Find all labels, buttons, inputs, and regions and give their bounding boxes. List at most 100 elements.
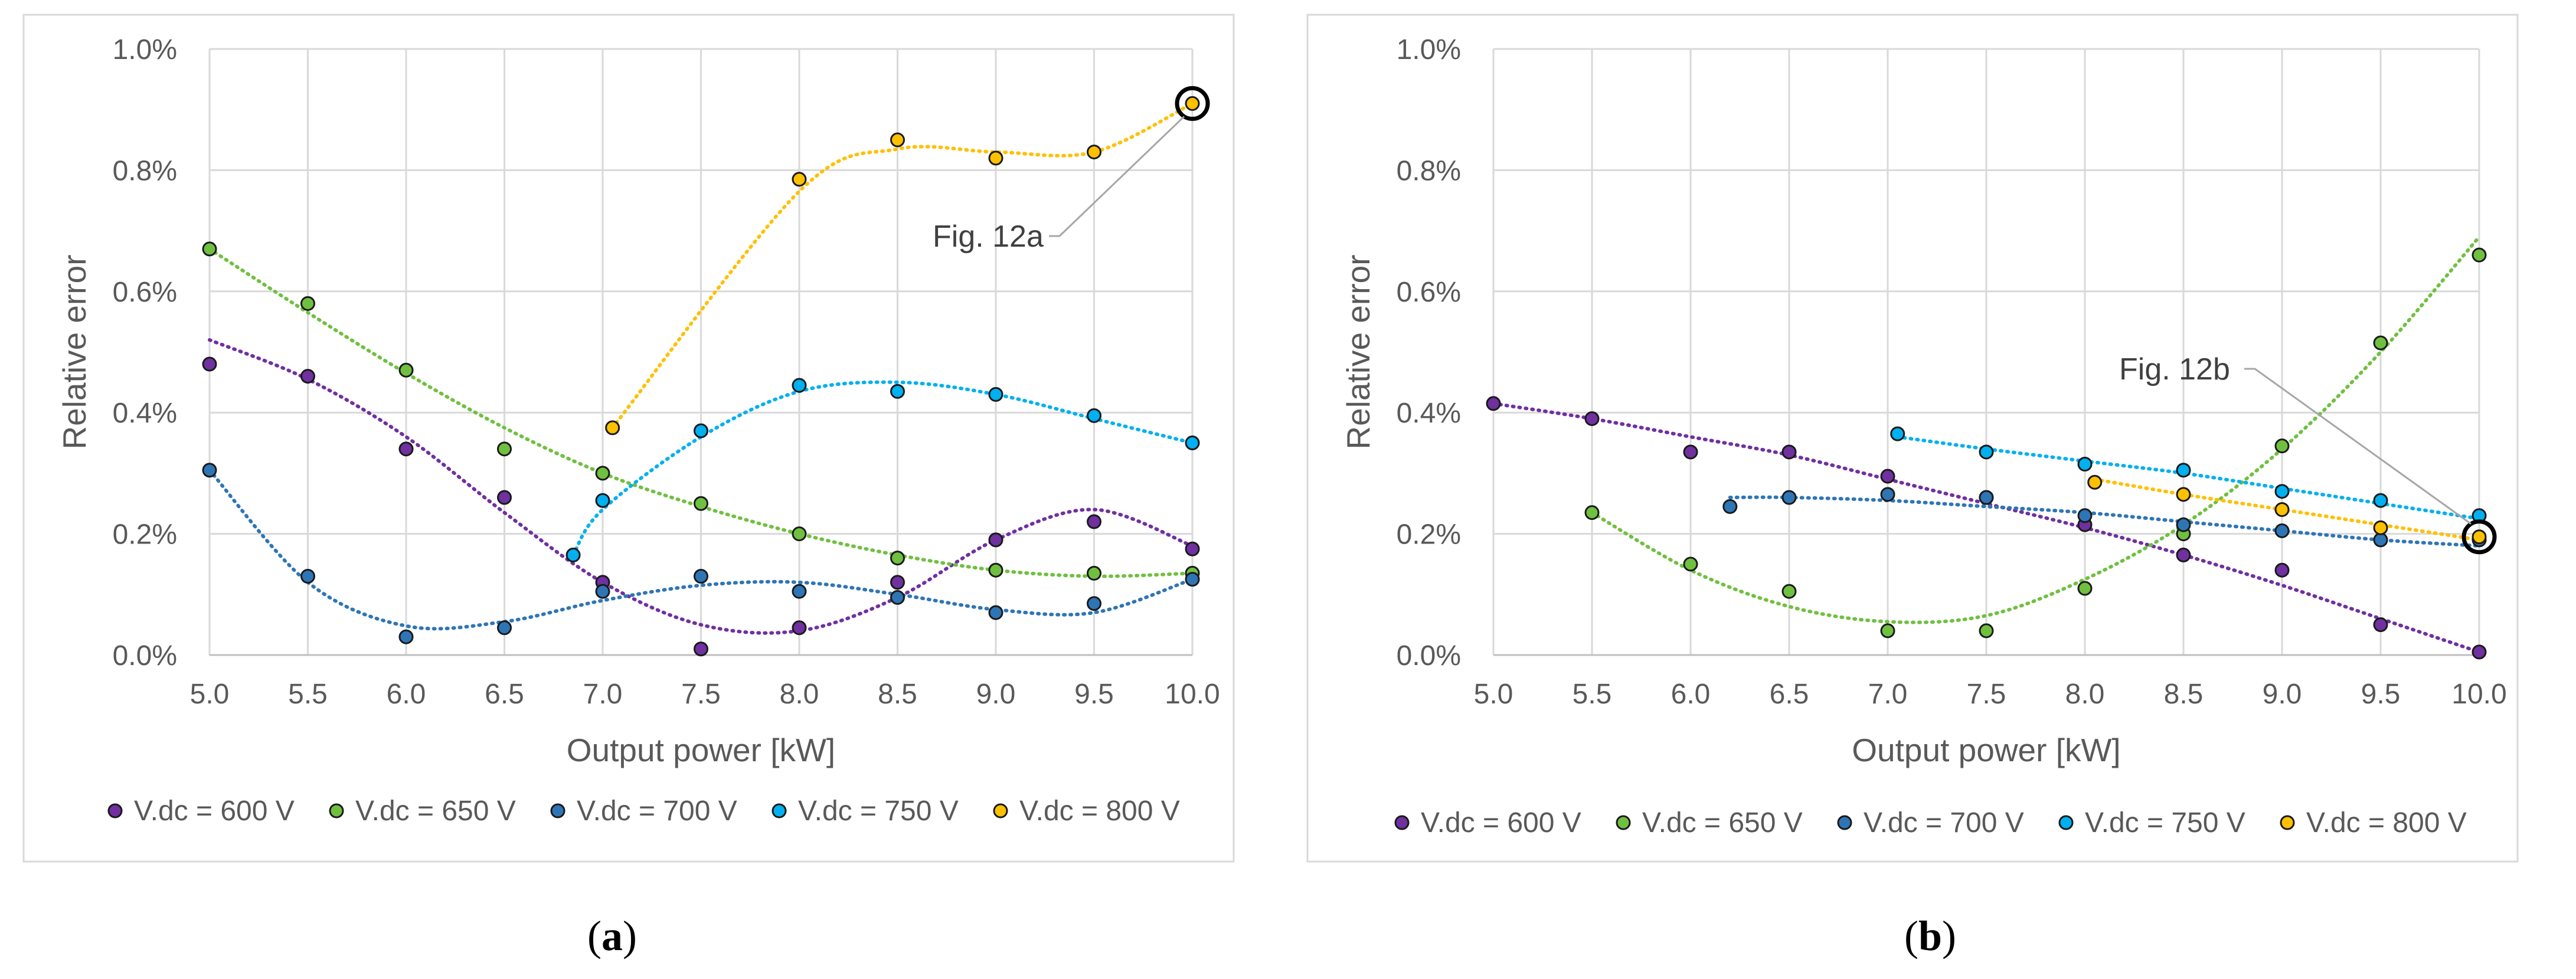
data-point	[792, 172, 807, 187]
data-point	[2373, 335, 2388, 351]
data-point	[1087, 145, 1101, 160]
legend-marker	[1394, 815, 1410, 830]
highlight-circle	[1175, 86, 1210, 121]
data-point	[1781, 444, 1797, 460]
data-point	[1979, 623, 1994, 639]
data-point	[1781, 584, 1797, 599]
chart-panel-b: 0.0% 0.2% 0.4% 0.6% 0.8% 1.0% 5.0 5.5 6.0 6.5 7.0 7…	[1306, 14, 2519, 863]
data-point	[1185, 541, 1200, 556]
data-point	[792, 526, 807, 542]
y-tick-label: 0.0%	[1397, 640, 1461, 672]
y-tick-label: 1.0%	[1397, 34, 1461, 66]
data-point	[694, 641, 708, 657]
data-point	[2373, 532, 2388, 548]
data-point	[1584, 411, 1600, 426]
legend-marker	[2058, 815, 2074, 830]
y-axis-title: Relative error	[1340, 254, 1377, 449]
x-axis-title: Output power [kW]	[567, 732, 835, 768]
data-point	[398, 629, 414, 644]
data-point	[497, 620, 512, 636]
data-point	[565, 548, 581, 563]
data-point	[497, 490, 512, 505]
data-point	[1087, 596, 1101, 611]
legend-marker	[772, 803, 787, 818]
legend-label: V.dc = 750 V	[2085, 807, 2245, 839]
x-tick-label: 6.0	[387, 679, 426, 710]
data-point	[300, 568, 315, 584]
data-point	[792, 378, 807, 393]
x-tick-label: 8.5	[878, 679, 917, 710]
y-tick-label: 1.0%	[113, 34, 177, 66]
legend-marker	[1616, 815, 1631, 830]
x-tick-label: 8.5	[2164, 679, 2204, 710]
legend-label: V.dc = 800 V	[1019, 795, 1180, 827]
highlight-circle	[2461, 519, 2497, 555]
x-tick-label: 10.0	[1165, 679, 1220, 710]
data-point	[988, 562, 1003, 578]
data-point	[1979, 490, 1994, 505]
trendline	[208, 468, 1194, 631]
x-tick-label: 7.0	[1868, 679, 1908, 710]
data-point	[300, 296, 315, 311]
y-tick-label: 0.2%	[113, 519, 177, 551]
data-point	[988, 605, 1003, 620]
data-point	[2274, 562, 2290, 578]
data-point	[1584, 505, 1600, 520]
y-tick-label: 0.6%	[113, 277, 177, 308]
data-point	[2077, 581, 2093, 596]
annotation-label: Fig. 12a	[933, 220, 1044, 254]
x-tick-label: 5.5	[288, 679, 328, 710]
data-point	[694, 496, 708, 511]
legend-label: V.dc = 600 V	[1421, 807, 1581, 839]
x-tick-label: 7.0	[583, 679, 623, 710]
data-point	[1722, 499, 1738, 514]
legend-label: V.dc = 650 V	[1642, 807, 1803, 839]
y-tick-label: 0.8%	[113, 155, 177, 186]
y-tick-label: 0.4%	[1397, 398, 1461, 429]
data-point	[2176, 487, 2191, 502]
data-point	[1185, 436, 1200, 451]
y-axis-title: Relative error	[56, 254, 93, 449]
x-tick-label: 6.5	[1770, 679, 1809, 710]
data-point	[2087, 474, 2103, 490]
x-tick-label: 9.0	[2263, 679, 2302, 710]
data-point	[595, 493, 610, 508]
data-point	[1087, 565, 1101, 581]
y-tick-label: 0.2%	[1397, 519, 1461, 551]
trendline	[1492, 401, 2481, 654]
data-point	[890, 590, 905, 605]
legend-label: V.dc = 750 V	[798, 795, 959, 827]
x-tick-label: 8.0	[780, 679, 819, 710]
x-tick-label: 6.5	[485, 679, 524, 710]
y-tick-label: 0.6%	[1397, 277, 1461, 308]
x-tick-label: 5.5	[1573, 679, 1612, 710]
data-point	[1890, 426, 1905, 441]
data-point	[694, 568, 708, 584]
data-point	[2373, 617, 2388, 633]
legend-marker	[329, 803, 344, 818]
data-point	[1185, 572, 1200, 587]
legend-marker	[107, 803, 123, 818]
legend-marker	[1837, 815, 1852, 830]
data-point	[2274, 523, 2290, 538]
data-point	[792, 620, 807, 636]
data-point	[1880, 623, 1895, 639]
data-point	[1087, 408, 1101, 423]
data-point	[1781, 490, 1797, 505]
caption-a: (a)	[587, 912, 637, 960]
data-point	[2472, 247, 2487, 263]
data-point	[1683, 444, 1698, 460]
data-point	[890, 551, 905, 566]
x-tick-label: 7.5	[1967, 679, 2006, 710]
y-tick-label: 0.0%	[113, 640, 177, 672]
legend-label: V.dc = 650 V	[355, 795, 516, 827]
data-point	[595, 466, 610, 481]
x-tick-label: 5.0	[190, 679, 230, 710]
data-point	[1486, 396, 1501, 411]
data-point	[694, 423, 708, 438]
trendline	[208, 247, 1194, 578]
data-point	[1880, 487, 1895, 502]
data-point	[1185, 96, 1200, 111]
data-point	[2472, 644, 2487, 660]
annotation-leader	[2244, 368, 2472, 525]
